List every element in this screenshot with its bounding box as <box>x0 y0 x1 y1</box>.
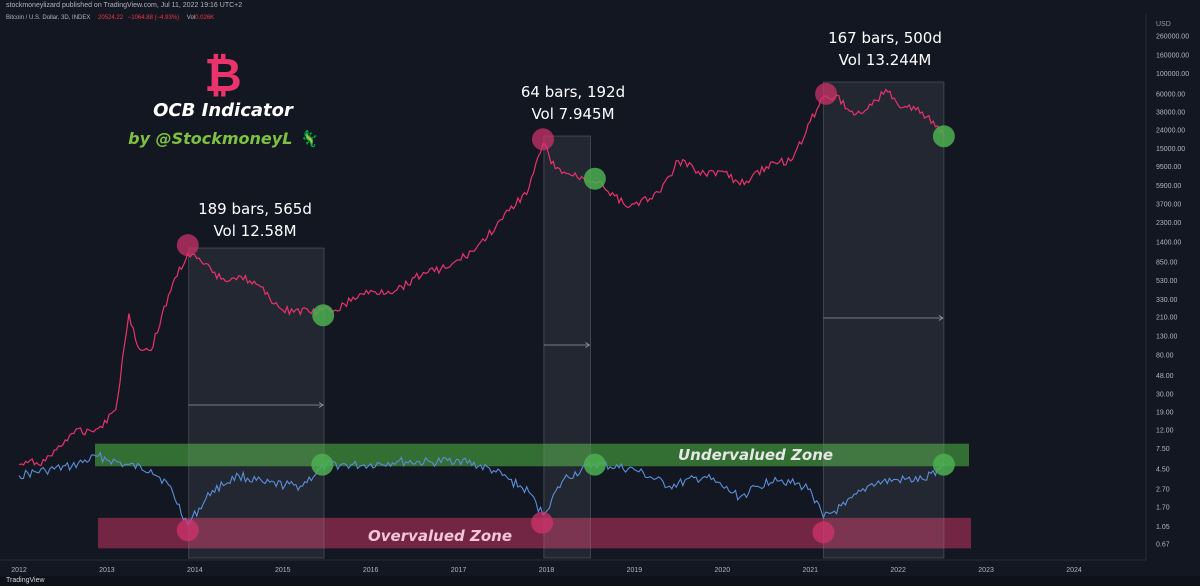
cycle-range-box <box>188 247 325 559</box>
cycle-bottom-marker <box>932 453 955 476</box>
y-tick-label: 15000.00 <box>1156 146 1185 153</box>
chart-author: by @StockmoneyL 🦎 <box>128 129 318 148</box>
y-tick-label: 130.00 <box>1156 334 1178 341</box>
price-series-line <box>18 88 945 467</box>
cycle-bottom-marker <box>583 453 606 476</box>
tradingview-brand: TradingView <box>6 577 45 584</box>
y-tick-label: 12.00 <box>1156 428 1174 435</box>
y-tick-label: 530.00 <box>1156 278 1178 285</box>
cycle-1-bars: 189 bars, 565d <box>198 200 312 218</box>
chart-title: OCB Indicator <box>153 100 293 121</box>
cycle-top-marker <box>815 82 838 105</box>
tradingview-footer: TradingView <box>0 576 1200 586</box>
x-tick-label: 2018 <box>539 567 555 574</box>
indicator-series-line <box>18 451 944 526</box>
y-axis-unit: USD <box>1156 21 1171 28</box>
cycle-3-vol: Vol 13.244M <box>838 51 932 69</box>
x-tick-label: 2023 <box>978 567 994 574</box>
y-tick-label: 48.00 <box>1156 373 1174 380</box>
cycle-3-stats: 167 bars, 500d Vol 13.244M <box>815 27 955 71</box>
symbol-name: Bitcoin / U.S. Dollar, 3D, INDEX <box>6 15 91 21</box>
y-tick-label: 60000.00 <box>1156 91 1185 98</box>
cycle-bottom-marker <box>583 167 606 190</box>
y-tick-label: 330.00 <box>1156 297 1178 304</box>
price-change: −1064.88 (−4.93%) <box>127 15 180 21</box>
y-tick-label: 30.00 <box>1156 391 1174 398</box>
x-tick-label: 2015 <box>275 567 291 574</box>
y-tick-label: 1400.00 <box>1156 240 1181 247</box>
cycle-2-bars: 64 bars, 192d <box>520 83 626 101</box>
cycle-1-vol: Vol 12.58M <box>213 222 297 240</box>
y-tick-label: 0.67 <box>1156 542 1170 549</box>
y-tick-label: 210.00 <box>1156 315 1178 322</box>
cycle-3-bars: 167 bars, 500d <box>828 29 942 47</box>
cycle-bottom-marker <box>312 304 335 327</box>
cycle-top-marker <box>176 519 199 542</box>
x-tick-label: 2019 <box>627 567 643 574</box>
y-tick-label: 9500.00 <box>1156 164 1181 171</box>
y-tick-label: 1.70 <box>1156 505 1170 512</box>
cycle-range-arrowhead <box>585 342 591 348</box>
x-tick-label: 2021 <box>802 567 818 574</box>
cycle-2-stats: 64 bars, 192d Vol 7.945M <box>508 81 638 125</box>
y-tick-label: 7.50 <box>1156 446 1170 453</box>
cycle-range-arrowhead <box>938 315 944 321</box>
cycle-1-stats: 189 bars, 565d Vol 12.58M <box>190 198 320 242</box>
cycle-2-vol: Vol 7.945M <box>531 105 615 123</box>
x-tick-label: 2024 <box>1066 567 1082 574</box>
x-tick-label: 2012 <box>11 567 27 574</box>
cycle-top-marker <box>812 521 835 544</box>
x-tick-label: 2017 <box>451 567 467 574</box>
undervalued-zone-label: Undervalued Zone <box>678 446 834 464</box>
cycle-range-arrowhead <box>318 402 324 408</box>
volume-value: 0.026K <box>195 15 215 21</box>
y-tick-label: 2.70 <box>1156 486 1170 493</box>
y-tick-label: 19.00 <box>1156 409 1174 416</box>
last-price: 20524.22 <box>98 15 124 21</box>
x-tick-label: 2020 <box>715 567 731 574</box>
y-tick-label: 38000.00 <box>1156 109 1185 116</box>
cycle-top-marker <box>531 128 554 151</box>
cycle-top-marker <box>531 511 554 534</box>
y-tick-label: 3700.00 <box>1156 201 1181 208</box>
y-tick-label: 5900.00 <box>1156 183 1181 190</box>
y-tick-label: 260000.00 <box>1156 34 1189 41</box>
x-tick-label: 2014 <box>187 567 203 574</box>
x-tick-label: 2022 <box>890 567 906 574</box>
cycle-range-box <box>543 135 591 559</box>
publisher-line: stockmoneylizard published on TradingVie… <box>6 2 243 9</box>
y-tick-label: 100000.00 <box>1156 71 1189 78</box>
y-tick-label: 24000.00 <box>1156 128 1185 135</box>
cycle-bottom-marker <box>932 125 955 148</box>
volume-label: Vol <box>186 15 196 21</box>
title-block: ₿ OCB Indicator by @StockmoneyL 🦎 <box>118 52 328 148</box>
cycle-range-box <box>822 81 945 559</box>
x-tick-label: 2013 <box>99 567 115 574</box>
y-tick-label: 2300.00 <box>1156 220 1181 227</box>
y-tick-label: 4.50 <box>1156 466 1170 473</box>
bitcoin-logo-icon: ₿ <box>204 48 242 102</box>
y-tick-label: 850.00 <box>1156 259 1178 266</box>
y-tick-label: 1.05 <box>1156 524 1170 531</box>
y-tick-label: 160000.00 <box>1156 53 1189 60</box>
overvalued-zone-label: Overvalued Zone <box>368 527 512 545</box>
symbol-legend: Bitcoin / U.S. Dollar, 3D, INDEX 20524.2… <box>6 15 214 21</box>
x-tick-label: 2016 <box>363 567 379 574</box>
y-tick-label: 80.00 <box>1156 353 1174 360</box>
cycle-bottom-marker <box>311 453 334 476</box>
cycle-top-marker <box>176 234 199 257</box>
